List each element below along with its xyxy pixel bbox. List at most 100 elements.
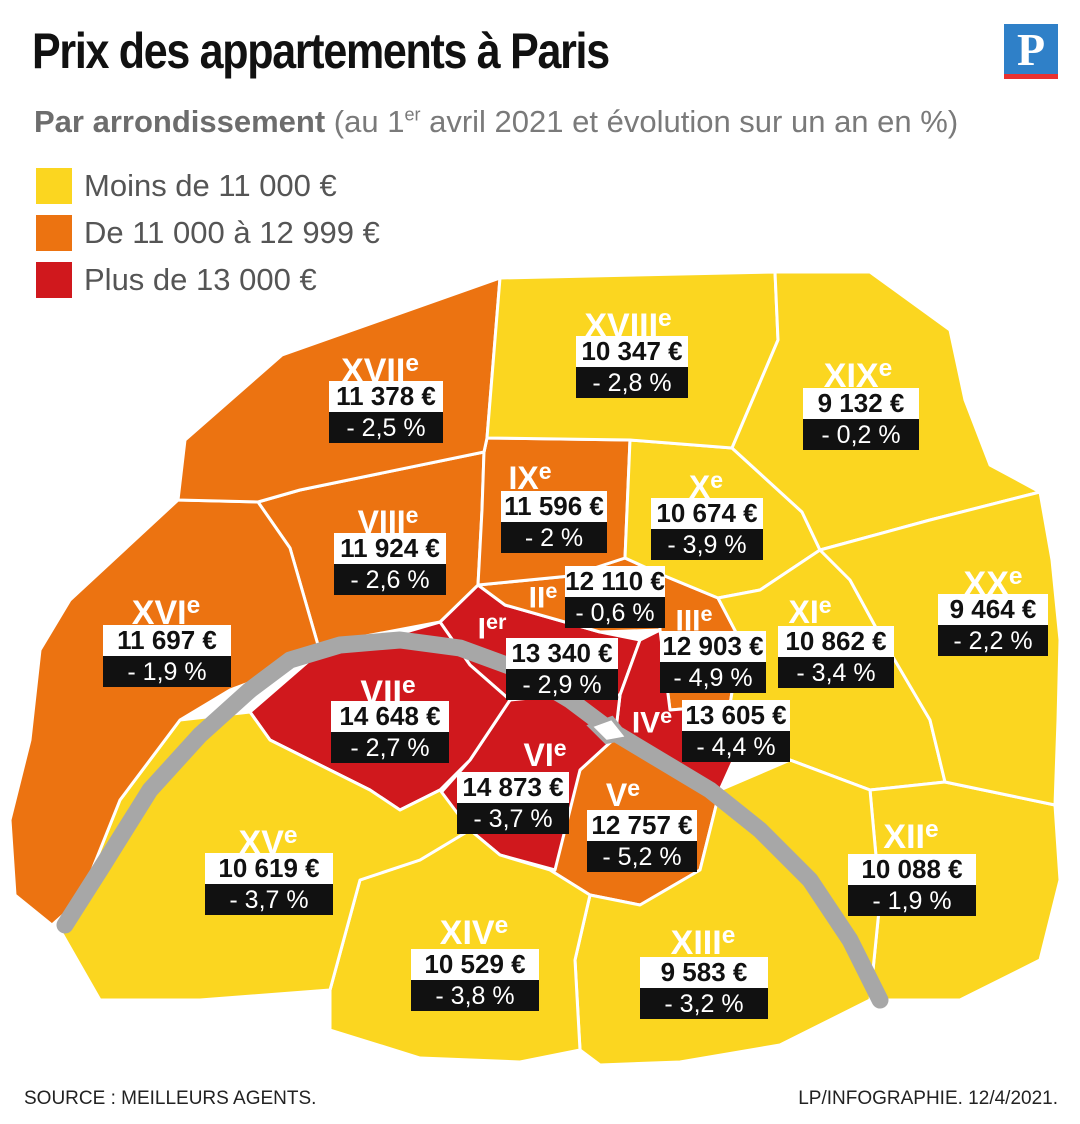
evolution-iv: - 4,4 % xyxy=(696,733,775,761)
subtitle-sup: er xyxy=(404,104,421,125)
suffix-xvi: e xyxy=(187,592,201,619)
legend-label-mid: De 11 000 à 12 999 € xyxy=(84,215,380,250)
evolution-box-xi xyxy=(778,657,894,688)
evolution-box-xviii xyxy=(576,367,688,398)
suffix-x: e xyxy=(710,467,723,493)
seine-path xyxy=(56,631,889,1009)
price-xv: 10 619 € xyxy=(218,853,319,883)
evolution-xii: - 1,9 % xyxy=(872,887,951,915)
roman-v: V xyxy=(606,777,628,813)
evolution-box-i xyxy=(506,669,618,700)
evolution-box-ii xyxy=(565,597,665,628)
price-iv: 13 605 € xyxy=(685,700,786,730)
evolution-box-xix xyxy=(803,419,919,450)
evolution-x: - 3,9 % xyxy=(667,531,746,559)
price-vi: 14 873 € xyxy=(462,772,563,802)
price-xvii: 11 378 € xyxy=(336,381,436,411)
price-i: 13 340 € xyxy=(511,638,612,668)
suffix-xi: e xyxy=(819,592,832,618)
legend-label-low: Moins de 11 000 € xyxy=(84,168,337,203)
evolution-box-xv xyxy=(205,884,333,915)
roman-i: I xyxy=(478,613,486,646)
evolution-xvi: - 1,9 % xyxy=(127,658,206,686)
evolution-box-xiv xyxy=(411,980,539,1011)
evolution-box-xx xyxy=(938,625,1048,656)
evolution-box-xii xyxy=(848,885,976,916)
price-box-viii xyxy=(334,533,446,564)
price-xix: 9 132 € xyxy=(818,388,905,418)
evolution-xv: - 3,7 % xyxy=(229,886,308,914)
price-box-xiv xyxy=(411,949,539,980)
evolution-vii: - 2,7 % xyxy=(350,734,429,762)
suffix-xix: e xyxy=(879,355,893,382)
subtitle-post: avril 2021 et évolution sur un an en %) xyxy=(420,104,959,139)
evolution-box-xiii xyxy=(640,988,768,1019)
evolution-xviii: - 2,8 % xyxy=(592,369,671,397)
name-v: Ve xyxy=(606,775,640,813)
legend-swatch-high xyxy=(36,262,72,298)
price-xx: 9 464 € xyxy=(950,594,1037,624)
name-ii: IIe xyxy=(529,578,558,615)
roman-xi: XI xyxy=(788,594,818,630)
price-box-ix xyxy=(501,491,607,522)
suffix-xii: e xyxy=(925,816,939,843)
evolution-ix: - 2 % xyxy=(525,524,583,552)
name-xiii: XIIIe xyxy=(671,922,736,962)
name-x: Xe xyxy=(689,467,723,505)
roman-x: X xyxy=(689,469,711,505)
source-note: SOURCE : MEILLEURS AGENTS. xyxy=(24,1088,317,1109)
evolution-box-xvi xyxy=(103,656,231,687)
price-box-ii xyxy=(565,566,665,597)
suffix-i: er xyxy=(486,609,507,634)
legend-swatch-low xyxy=(36,168,72,204)
suffix-ix: e xyxy=(539,458,552,484)
evolution-viii: - 2,6 % xyxy=(350,566,429,594)
subtitle-pre: (au 1 xyxy=(333,104,405,139)
roman-ii: II xyxy=(529,582,546,615)
ile-de-la-cite xyxy=(586,715,632,745)
evolution-v: - 5,2 % xyxy=(602,843,681,871)
price-box-xi xyxy=(778,626,894,657)
evolution-ii: - 0,6 % xyxy=(575,599,654,627)
name-xiv: XIVe xyxy=(440,912,508,952)
price-xiii: 9 583 € xyxy=(661,957,748,987)
suffix-xx: e xyxy=(1009,563,1023,590)
name-vi: VIe xyxy=(523,735,566,773)
price-xii: 10 088 € xyxy=(861,854,962,884)
suffix-iv: e xyxy=(660,703,672,728)
name-xii: XIIe xyxy=(883,816,938,856)
label-iv: IVe 13 605 € - 4,4 % xyxy=(632,700,790,762)
evolution-box-v xyxy=(587,841,697,872)
evolution-xi: - 3,4 % xyxy=(796,659,875,687)
evolution-xix: - 0,2 % xyxy=(821,421,900,449)
evolution-i: - 2,9 % xyxy=(522,671,601,699)
price-x: 10 674 € xyxy=(656,498,757,528)
price-xiv: 10 529 € xyxy=(424,949,525,979)
roman-xiv: XIV xyxy=(440,914,495,952)
price-box-xv xyxy=(205,853,333,884)
price-box-xix xyxy=(803,388,919,419)
price-ii: 12 110 € xyxy=(565,566,665,596)
price-box-vii xyxy=(331,701,449,732)
price-box-xiii xyxy=(640,957,768,988)
price-ix: 11 596 € xyxy=(504,491,604,521)
suffix-vii: e xyxy=(402,672,416,699)
subtitle: Par arrondissement (au 1er avril 2021 et… xyxy=(34,104,958,140)
evolution-xx: - 2,2 % xyxy=(953,627,1032,655)
suffix-xviii: e xyxy=(658,305,672,332)
suffix-xiv: e xyxy=(495,912,509,939)
evolution-iii: - 4,9 % xyxy=(673,664,752,692)
evolution-vi: - 3,7 % xyxy=(473,805,552,833)
suffix-xiii: e xyxy=(722,922,736,949)
evolution-xvii: - 2,5 % xyxy=(346,414,425,442)
suffix-ii: e xyxy=(545,578,557,603)
price-box-i xyxy=(506,638,618,669)
suffix-xvii: e xyxy=(405,350,419,377)
